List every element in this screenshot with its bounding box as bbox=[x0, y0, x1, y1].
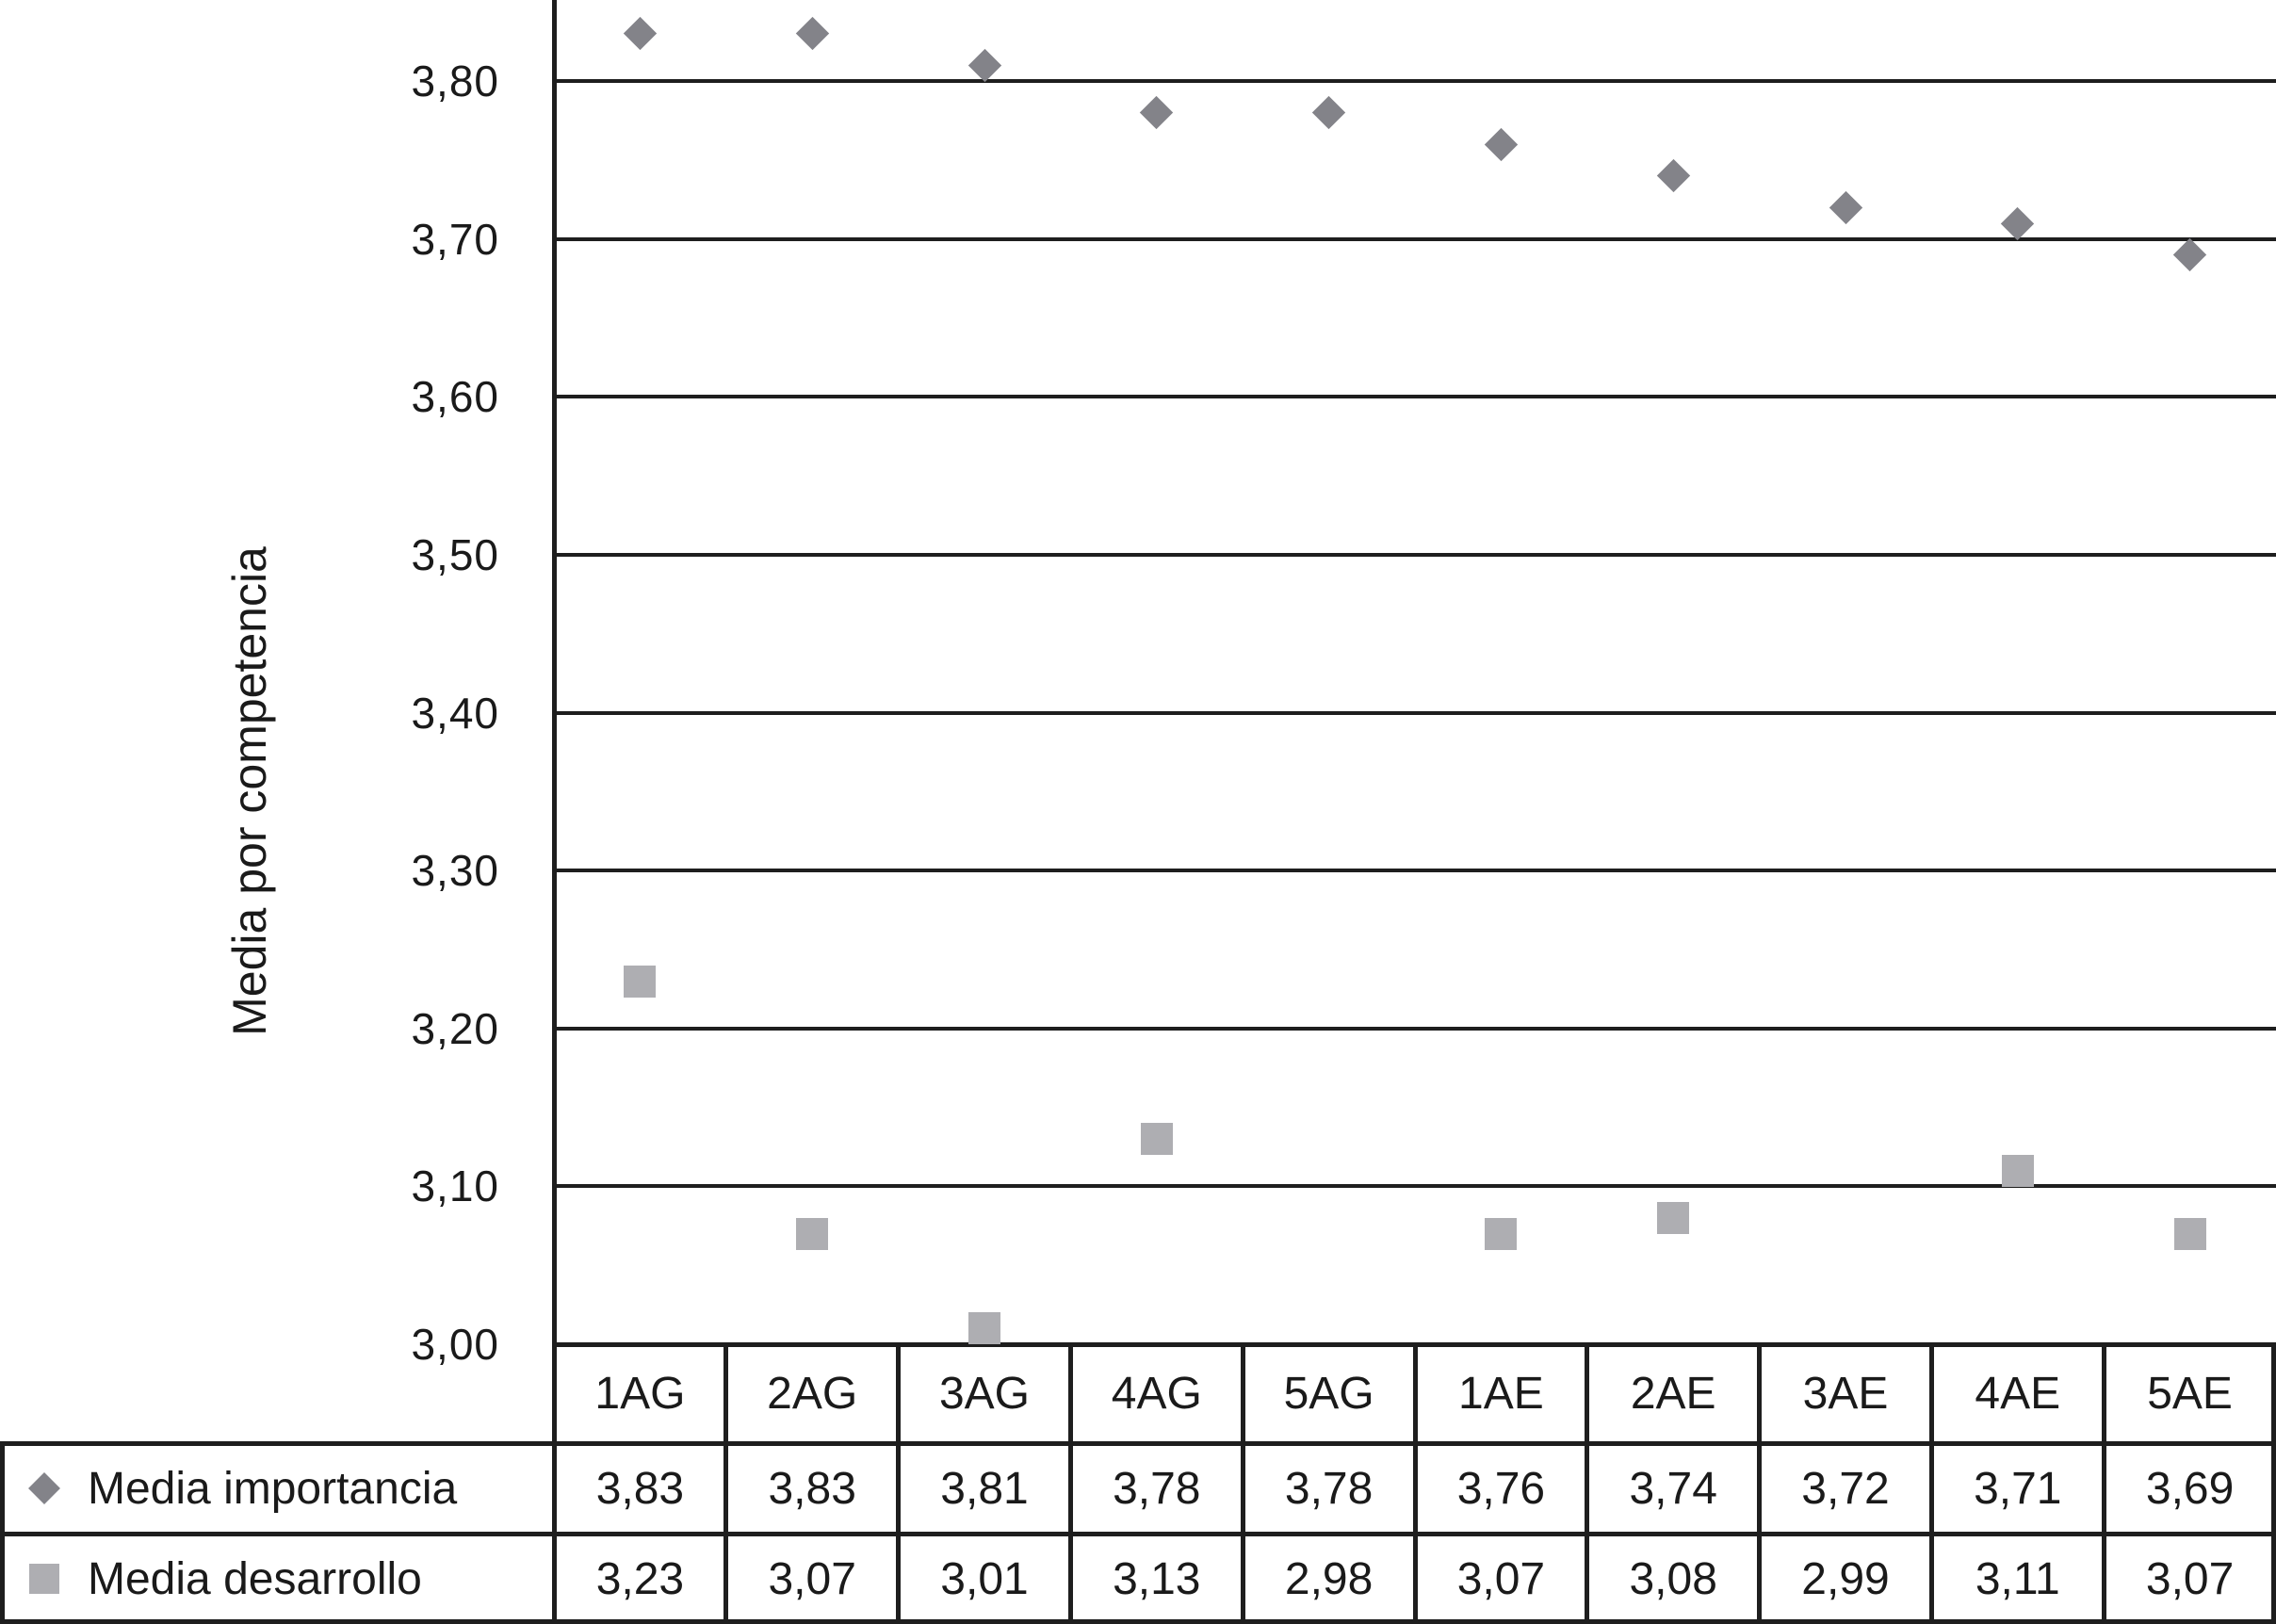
table-value-cell: 3,07 bbox=[1456, 1553, 1546, 1604]
table-bottom-border bbox=[0, 1619, 2276, 1624]
marker-square-4AE bbox=[2001, 1154, 2034, 1187]
table-column-border bbox=[723, 1344, 729, 1624]
y-tick-label: 3,60 bbox=[411, 372, 499, 422]
table-value-cell: 3,01 bbox=[940, 1553, 1029, 1604]
table-value-cell: 3,72 bbox=[1801, 1463, 1890, 1514]
y-tick-label: 3,10 bbox=[411, 1161, 499, 1211]
table-header-cell: 2AE bbox=[1630, 1369, 1716, 1419]
legend-row-label: Media desarrollo bbox=[24, 1534, 540, 1624]
table-header-cell: 4AE bbox=[1975, 1369, 2061, 1419]
square-legend-icon bbox=[29, 1564, 59, 1594]
marker-square-4AG bbox=[1140, 1123, 1173, 1156]
table-value-cell: 3,74 bbox=[1629, 1463, 1717, 1514]
marker-diamond-2AE bbox=[1656, 159, 1690, 193]
table-column-border bbox=[1067, 1344, 1073, 1624]
table-value-cell: 3,23 bbox=[595, 1553, 685, 1604]
y-tick-label: 3,50 bbox=[411, 530, 499, 579]
y-tick-label: 3,70 bbox=[411, 214, 499, 264]
y-tick-label: 3,00 bbox=[411, 1320, 499, 1369]
gridline bbox=[554, 710, 2276, 715]
y-tick-label: 3,30 bbox=[411, 846, 499, 896]
y-tick-label: 3,20 bbox=[411, 1003, 499, 1053]
marker-square-1AE bbox=[1485, 1217, 1518, 1250]
legend-row-label: Media importancia bbox=[24, 1443, 540, 1534]
table-value-cell: 3,83 bbox=[595, 1463, 685, 1514]
table-header-cell: 2AG bbox=[767, 1369, 858, 1419]
table-value-cell: 3,78 bbox=[1113, 1463, 1201, 1514]
table-value-cell: 3,69 bbox=[2145, 1463, 2235, 1514]
legend-series-name: Media importancia bbox=[88, 1463, 458, 1514]
table-column-border bbox=[1585, 1344, 1590, 1624]
y-axis-title: Media por competencia bbox=[223, 546, 276, 1036]
table-value-cell: 3,71 bbox=[1974, 1463, 2062, 1514]
table-value-cell: 3,81 bbox=[940, 1463, 1029, 1514]
marker-square-2AG bbox=[796, 1217, 829, 1250]
table-row-border bbox=[0, 1440, 2276, 1446]
table-column-border bbox=[1757, 1344, 1763, 1624]
marker-diamond-3AE bbox=[1829, 190, 1862, 224]
table-value-cell: 3,76 bbox=[1456, 1463, 1546, 1514]
gridline bbox=[554, 1184, 2276, 1189]
y-axis-line bbox=[551, 0, 557, 1624]
gridline bbox=[554, 869, 2276, 873]
gridline bbox=[554, 395, 2276, 399]
table-value-cell: 3,11 bbox=[1975, 1553, 2060, 1604]
table-header-cell: 4AG bbox=[1111, 1369, 1202, 1419]
table-header-cell: 3AG bbox=[938, 1369, 1031, 1419]
table-value-cell: 3,08 bbox=[1629, 1553, 1717, 1604]
marker-diamond-5AE bbox=[2172, 237, 2207, 272]
table-value-cell: 3,07 bbox=[2145, 1553, 2235, 1604]
marker-square-5AE bbox=[2173, 1217, 2206, 1250]
table-column-border bbox=[1412, 1344, 1418, 1624]
legend-series-name: Media desarrollo bbox=[88, 1553, 422, 1604]
marker-diamond-4AG bbox=[1140, 96, 1174, 130]
y-tick-label: 3,40 bbox=[411, 688, 499, 738]
marker-square-3AG bbox=[968, 1312, 1000, 1345]
table-left-border bbox=[0, 1443, 5, 1624]
table-column-border bbox=[1928, 1344, 1934, 1624]
marker-diamond-5AG bbox=[1311, 96, 1346, 130]
y-tick-label: 3,80 bbox=[411, 57, 499, 106]
table-header-cell: 1AE bbox=[1458, 1369, 1544, 1419]
marker-square-1AG bbox=[624, 965, 657, 998]
table-column-border bbox=[1240, 1344, 1245, 1624]
diamond-legend-icon bbox=[28, 1472, 60, 1504]
table-value-cell: 3,07 bbox=[768, 1553, 856, 1604]
table-column-border bbox=[2271, 1344, 2276, 1624]
marker-diamond-4AE bbox=[2001, 206, 2035, 240]
table-value-cell: 3,78 bbox=[1284, 1463, 1374, 1514]
table-header-cell: 1AG bbox=[594, 1369, 686, 1419]
marker-diamond-2AG bbox=[795, 17, 829, 51]
table-column-border bbox=[2101, 1344, 2106, 1624]
table-row-border bbox=[0, 1531, 2276, 1536]
marker-square-2AE bbox=[1657, 1201, 1690, 1234]
marker-diamond-1AG bbox=[623, 17, 658, 51]
gridline bbox=[554, 553, 2276, 557]
table-value-cell: 2,98 bbox=[1284, 1553, 1374, 1604]
gridline bbox=[554, 236, 2276, 241]
gridline bbox=[554, 1026, 2276, 1031]
table-value-cell: 2,99 bbox=[1801, 1553, 1890, 1604]
table-header-cell: 5AE bbox=[2147, 1369, 2233, 1419]
gridline bbox=[554, 79, 2276, 84]
table-value-cell: 3,83 bbox=[768, 1463, 856, 1514]
marker-diamond-1AE bbox=[1484, 127, 1519, 161]
table-header-cell: 5AG bbox=[1283, 1369, 1374, 1419]
table-value-cell: 3,13 bbox=[1113, 1553, 1201, 1604]
marker-diamond-3AG bbox=[967, 48, 1001, 83]
table-column-border bbox=[896, 1344, 902, 1624]
table-header-cell: 3AE bbox=[1802, 1369, 1889, 1419]
